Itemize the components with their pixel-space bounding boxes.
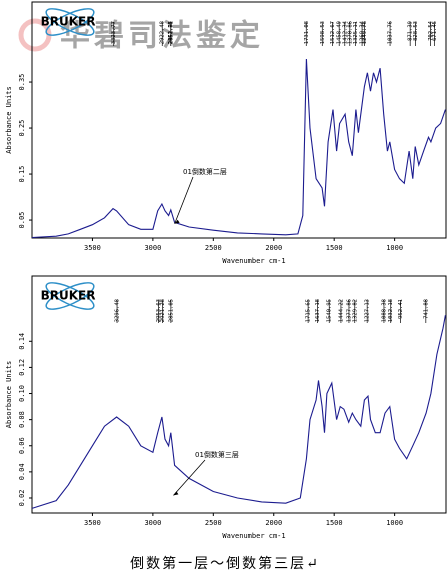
peak-label: 1731.08	[304, 21, 310, 44]
watermark: 华碧司法鉴定	[18, 18, 264, 54]
y-tick-label: 0.12	[18, 359, 26, 376]
peak-label: 3296.48	[115, 299, 121, 322]
chart: BRUKER 3500 3000 2500 2000 1500 1000 0.05 0.15 0.…	[5, 1, 447, 265]
peak-label: 2953.63	[156, 299, 162, 322]
logo: BRUKER	[41, 282, 96, 310]
peak-label: 671.45	[432, 21, 438, 41]
peak-label: 1329.82	[352, 299, 358, 322]
x-tick-label: 2000	[265, 519, 282, 527]
peak-label: 871.39	[408, 21, 414, 41]
plot-frame	[31, 1, 447, 239]
peak-label: 1458.49	[337, 21, 343, 44]
peak-label: 1598.53	[320, 21, 326, 44]
annotation-arrowhead	[173, 491, 179, 496]
y-tick-label: 0.10	[18, 385, 26, 402]
peak-label: 1227.13	[365, 299, 371, 322]
logo-swirl	[45, 8, 95, 36]
peak-label: 1032.18	[388, 299, 394, 322]
x-tick-label: 3000	[144, 244, 161, 252]
annotation-arrow	[173, 459, 206, 496]
annotation: 01倒数第二层	[183, 167, 227, 176]
annotation-arrowhead	[174, 219, 180, 224]
y-axis-label: Absorbance Units	[5, 361, 13, 428]
x-tick-label: 1500	[326, 244, 343, 252]
peak-label: 2851.05	[168, 299, 174, 322]
x-tick-label: 1000	[386, 244, 403, 252]
x-axis-label: Wavenumber cm-1	[222, 532, 285, 540]
peak-label: 1637.18	[315, 299, 321, 322]
x-tick-label: 3000	[144, 519, 161, 527]
logo-swirl	[45, 282, 95, 310]
y-tick-label: 0.35	[18, 74, 26, 91]
x-tick-label: 2000	[265, 244, 282, 252]
y-tick-label: 0.08	[18, 411, 26, 428]
y-tick-label: 0.15	[18, 166, 26, 183]
x-tick-label: 2500	[205, 519, 222, 527]
plot-frame	[31, 275, 447, 514]
peak-label: 2851.51	[168, 21, 174, 44]
y-tick-label: 0.14	[18, 333, 26, 350]
peak-label: 2922.48	[160, 21, 166, 44]
peak-label: 1325.11	[353, 21, 359, 44]
logo-text: BRUKER	[41, 289, 96, 303]
x-tick-label: 2500	[205, 244, 222, 252]
y-axis-label: Absorbance Units	[5, 86, 13, 153]
chart: BRUKER 3500 3000 2500 2000 1500 1000 0.02 0.04 0.…	[5, 275, 447, 540]
peak-label: 1444.22	[338, 299, 344, 322]
x-tick-label: 1500	[326, 519, 343, 527]
y-tick-label: 0.05	[18, 212, 26, 229]
peak-label: 2921.28	[160, 299, 166, 322]
x-axis-label: Wavenumber cm-1	[222, 257, 285, 265]
x-tick-label: 3500	[84, 519, 101, 527]
peak-label: 828.53	[413, 21, 419, 41]
logo-text: BRUKER	[41, 15, 96, 29]
peak-label: 1088.38	[381, 299, 387, 322]
peak-label: 1249.76	[362, 21, 368, 44]
logo-swirl	[45, 282, 95, 310]
peak-label: 3323.77	[111, 21, 117, 44]
peak-label: 1540.95	[327, 299, 333, 322]
peak-label: 1037.76	[388, 21, 394, 44]
peak-label: 1512.67	[330, 21, 336, 44]
peak-label: 1715.65	[306, 299, 312, 322]
logo-swirl	[45, 8, 95, 36]
peak-label: 1377.86	[346, 299, 352, 322]
watermark-text: 华碧司法鉴定	[60, 19, 264, 54]
peak-label: 1269.34	[360, 20, 366, 44]
peak-label: 1412.34	[342, 20, 348, 44]
peak-label: 952.41	[398, 299, 404, 319]
y-tick-label: 0.04	[18, 463, 26, 480]
peak-label: 1370.86	[347, 21, 353, 44]
caption: 倒数第一层～倒数第三层↵	[130, 555, 320, 572]
y-tick-label: 0.02	[18, 490, 26, 507]
annotation-arrow	[174, 176, 194, 224]
logo: BRUKER	[41, 8, 96, 36]
y-tick-label: 0.25	[18, 120, 26, 137]
peak-label: 702.54	[428, 20, 434, 41]
peak-label: 741.88	[423, 299, 429, 319]
y-tick-label: 0.06	[18, 437, 26, 454]
x-tick-label: 3500	[84, 244, 101, 252]
annotation: 01倒数第三层	[195, 450, 239, 459]
spectrum-line	[31, 58, 446, 239]
x-tick-label: 1000	[386, 519, 403, 527]
spectrum-line	[31, 315, 446, 509]
peak-label: 2852.25	[168, 21, 174, 44]
